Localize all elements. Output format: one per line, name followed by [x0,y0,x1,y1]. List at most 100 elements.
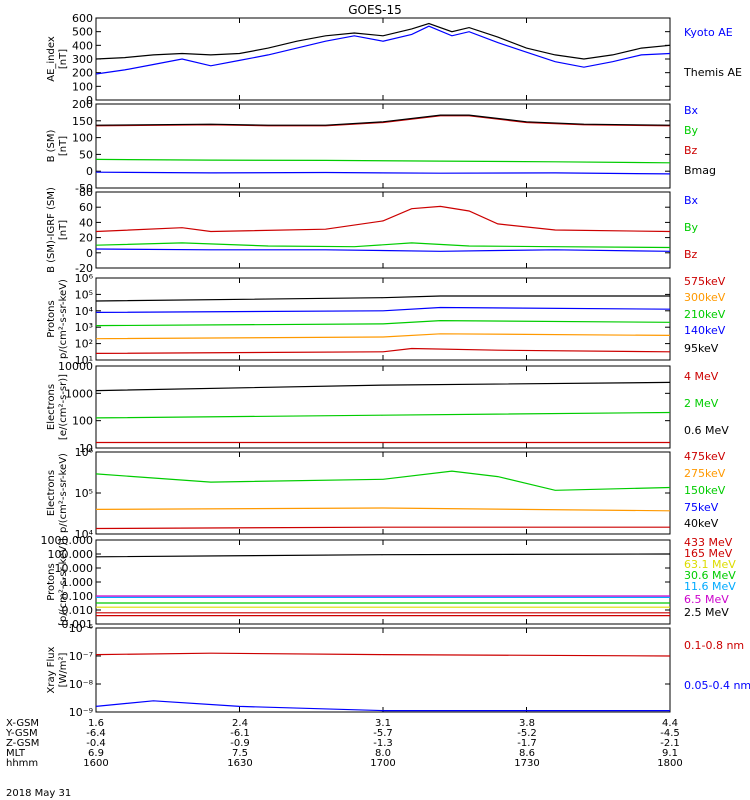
footer-row-label: X-GSM [6,718,39,729]
date-label: 2018 May 31 [6,788,71,799]
series-line [95,347,671,354]
y-axis-label: Protons [46,300,57,337]
legend-label: 0.05-0.4 nm [684,679,750,692]
footer-value: 7.5 [232,748,248,759]
series-line [95,381,671,392]
footer-value: 1630 [227,758,252,769]
y-tick-label: 100.000 [48,548,94,561]
y-tick-label: 100 [72,132,93,145]
footer-value: -6.1 [230,728,250,739]
legend-label: 300keV [684,291,726,304]
y-tick-label: 100 [72,80,93,93]
legend-label: 0.1-0.8 nm [684,639,744,652]
y-tick-label: 10⁻⁹ [69,706,93,719]
legend-label: 11.6 MeV [684,580,736,593]
footer-value: -5.7 [373,728,393,739]
y-tick-label: 10.000 [55,562,94,575]
series-line [95,507,671,512]
panel-4: 10¹ 10² 10³ 10⁴ 10⁵ 10⁶ Protons p/(cm²-s-sr-keV… [46,272,726,367]
footer-value: 1700 [370,758,395,769]
legend-label: 40keV [684,517,719,530]
y-tick-label: 200 [72,98,93,111]
footer-value: 8.0 [375,748,391,759]
legend-label: Themis AE [683,66,742,79]
y-axis-label: B (SM)-IGRF (SM) [46,187,57,273]
y-tick-label: 40 [79,216,93,229]
legend-label: 150keV [684,484,726,497]
legend-label: 475keV [684,450,726,463]
footer-row-label: hhmm [6,758,38,769]
y-axis-label: [nT] [58,136,69,156]
legend-label: 575keV [684,275,726,288]
panel-8: 10⁻⁹ 10⁻⁸ 10⁻⁷ 10⁻⁶ Xray Flux [W/m²] 0.1-0.8 n… [46,622,750,719]
y-tick-label: 10⁵ [75,288,93,301]
y-axis-label: p/(cm²-s-sr-keV) [58,279,69,359]
series-line [95,306,671,313]
y-axis-label: [e/(cm²-s-sr)] [58,374,69,440]
panel-6: 10⁴ 10⁵ 10⁶ Electrons p/(cm²-s-sr-keV) 475keV… [46,446,726,541]
legend-label: Bx [684,194,699,207]
series-line [95,25,671,75]
y-tick-label: 60 [79,201,93,214]
y-axis-label: [nT] [58,49,69,69]
legend-label: 30.6 MeV [684,569,736,582]
y-tick-label: 50 [79,148,93,161]
legend-label: 140keV [684,324,726,337]
y-axis-label: [W/m²] [58,652,69,687]
y-axis-label: Electrons [46,470,57,516]
legend-label: 275keV [684,467,726,480]
y-axis-label: Electrons [46,384,57,430]
footer-value: -0.9 [230,738,250,749]
y-tick-label: 10³ [75,321,93,334]
legend-label: 210keV [684,308,726,321]
series-line [95,553,671,558]
footer-value: -0.4 [86,738,106,749]
y-tick-label: 10⁻⁷ [69,650,93,663]
y-tick-label: 0.010 [62,604,94,617]
series-line [95,319,671,327]
legend-label: 75keV [684,501,719,514]
y-tick-label: 1000.000 [41,534,94,547]
series-line [95,114,671,126]
y-tick-label: 0 [86,247,93,260]
series-line [95,205,671,233]
y-tick-label: 10⁻⁸ [69,678,94,691]
legend-label: 4 MeV [684,370,719,383]
y-axis-label: [nT] [58,220,69,240]
legend-label: 433 MeV [684,536,733,549]
legend-label: 63.1 MeV [684,558,736,571]
plot-title: GOES-15 [348,3,402,17]
footer-value: -6.4 [86,728,106,739]
y-tick-label: 0.001 [62,618,94,631]
footer-value: 8.6 [519,748,535,759]
legend-label: Bmag [684,164,716,177]
y-tick-label: 10⁶ [75,446,94,459]
panel-frame [95,365,671,449]
panel-frame [95,627,671,713]
footer-value: 2.4 [232,718,248,729]
y-axis-label: AE_index [46,36,57,82]
y-axis-label: Protons [46,563,57,600]
panel-frame [95,539,671,625]
y-tick-label: 150 [72,115,93,128]
series-line [95,295,670,302]
y-tick-label: 1.000 [62,576,94,589]
legend-label: 95keV [684,342,719,355]
series-line [95,333,671,340]
panel-3: -20 0 20 40 60 80 B (SM)-IGRF (SM) [nT] Bx By Bz [46,186,699,275]
footer-value: 6.9 [88,748,104,759]
footer-ephemeris: X-GSM 1.6 2.4 3.1 3.8 4.4 Y-GSM -6.4 -6.1 -5.7 -5.… [5,718,683,769]
y-tick-label: 200 [72,67,93,80]
y-tick-label: 0 [86,94,93,107]
series-line [95,22,671,60]
footer-value: 1.6 [88,718,104,729]
footer-value: 3.8 [519,718,535,729]
y-tick-label: 10² [75,338,93,351]
y-tick-label: -50 [75,182,93,195]
footer-value: -4.5 [660,728,680,739]
y-tick-label: 10 [79,442,93,455]
footer-row-label: Y-GSM [5,728,38,739]
